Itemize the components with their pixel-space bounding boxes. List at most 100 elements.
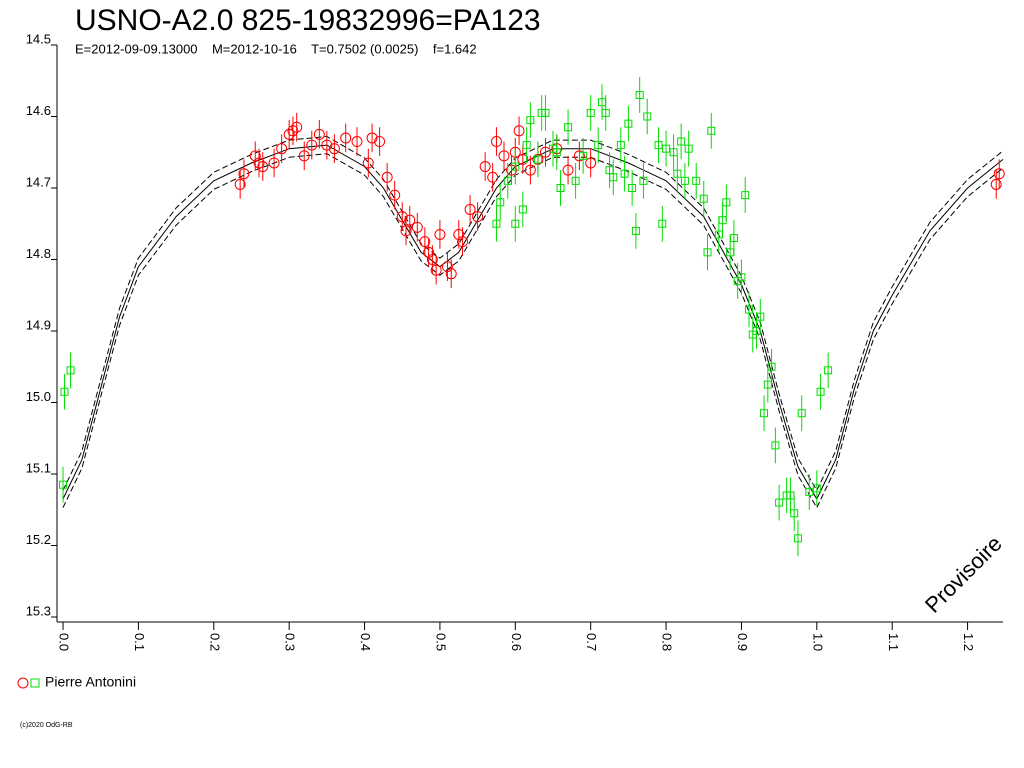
data-point	[400, 225, 412, 237]
data-point	[541, 108, 550, 117]
x-tick-label: 0.8	[660, 633, 675, 651]
data-point	[411, 221, 423, 233]
y-tick-label: 15.1	[26, 460, 51, 475]
data-point	[556, 184, 565, 192]
chart-subtitle: E=2012-09-09.13000 M=2012-10-16 T=0.7502…	[75, 41, 477, 56]
data-point	[306, 139, 318, 151]
data-point	[249, 150, 261, 162]
data-point	[434, 228, 446, 240]
model-line	[62, 135, 1004, 492]
watermark: Provisoire	[920, 531, 1007, 618]
data-point	[351, 136, 363, 148]
data-point	[586, 108, 595, 117]
data-point	[628, 184, 637, 192]
x-tick-label: 1.2	[961, 633, 976, 651]
data-point	[812, 484, 821, 493]
data-point	[234, 178, 246, 190]
data-point	[328, 143, 340, 155]
legend-label: Pierre Antonini	[45, 674, 136, 690]
model-line	[62, 153, 1004, 509]
x-tick-label: 0.4	[358, 633, 373, 651]
data-point	[511, 162, 520, 171]
data-point	[490, 136, 502, 148]
data-point	[771, 441, 780, 450]
data-point	[517, 153, 529, 165]
data-point	[797, 409, 806, 418]
data-point	[624, 119, 633, 128]
data-point	[404, 214, 416, 226]
data-point	[268, 157, 280, 169]
copyright: (c)2020 OdG-RB	[20, 722, 73, 729]
data-point	[487, 171, 499, 183]
data-point	[564, 123, 573, 132]
x-tick-label: 0.7	[584, 633, 599, 651]
data-point	[673, 169, 682, 178]
x-tick-label: 0.2	[207, 633, 222, 651]
data-point	[419, 236, 431, 248]
data-point	[257, 161, 269, 173]
data-point	[298, 150, 310, 162]
y-tick-label: 14.7	[26, 174, 51, 189]
data-point	[677, 137, 686, 146]
data-point	[722, 198, 731, 207]
data-point	[59, 480, 68, 489]
data-point	[684, 144, 693, 153]
data-point	[340, 132, 352, 144]
data-point	[518, 205, 527, 214]
data-point	[639, 176, 648, 185]
data-point	[464, 203, 476, 215]
data-point	[744, 305, 753, 314]
data-point	[601, 108, 610, 117]
data-point	[291, 121, 303, 133]
data-point	[790, 509, 799, 518]
data-point	[594, 141, 603, 150]
x-tick-label: 1.1	[886, 633, 901, 651]
data-point	[287, 125, 299, 137]
data-point	[253, 157, 265, 169]
data-point	[533, 155, 542, 164]
data-point	[741, 191, 750, 200]
data-point	[692, 176, 701, 185]
data-point	[585, 157, 597, 169]
data-point	[562, 164, 574, 176]
data-point	[573, 150, 585, 162]
data-point	[620, 169, 629, 178]
y-tick-label: 14.8	[26, 246, 51, 261]
data-point	[526, 116, 535, 125]
data-point	[990, 178, 1002, 190]
data-point	[643, 112, 652, 121]
data-point	[616, 141, 625, 150]
x-tick-label: 0.0	[57, 633, 72, 651]
y-tick-label: 14.6	[26, 103, 51, 118]
data-point	[362, 157, 374, 169]
data-point	[824, 366, 833, 375]
data-point	[366, 132, 378, 144]
data-point	[707, 126, 716, 135]
data-point	[238, 168, 250, 180]
data-point	[662, 144, 671, 153]
data-point	[498, 150, 510, 162]
data-point	[66, 366, 75, 375]
data-point	[511, 219, 520, 228]
data-point	[654, 141, 663, 150]
data-point	[816, 387, 825, 396]
data-point	[503, 176, 512, 185]
data-point	[313, 128, 325, 140]
data-point	[760, 409, 769, 418]
data-point	[767, 362, 776, 371]
data-point	[631, 226, 640, 235]
data-point	[635, 91, 644, 100]
legend-marker	[30, 678, 40, 688]
data-point	[389, 189, 401, 201]
y-tick-label: 14.9	[26, 317, 51, 332]
data-point	[609, 173, 618, 182]
data-point	[457, 236, 469, 248]
data-point	[552, 148, 561, 157]
data-point	[426, 254, 438, 265]
chart-title: USNO-A2.0 825-19832996=PA123	[75, 4, 541, 37]
data-point	[793, 534, 802, 543]
data-point	[805, 487, 814, 496]
y-tick-label: 14.5	[26, 31, 51, 46]
data-point	[571, 176, 580, 185]
data-point	[479, 161, 491, 173]
